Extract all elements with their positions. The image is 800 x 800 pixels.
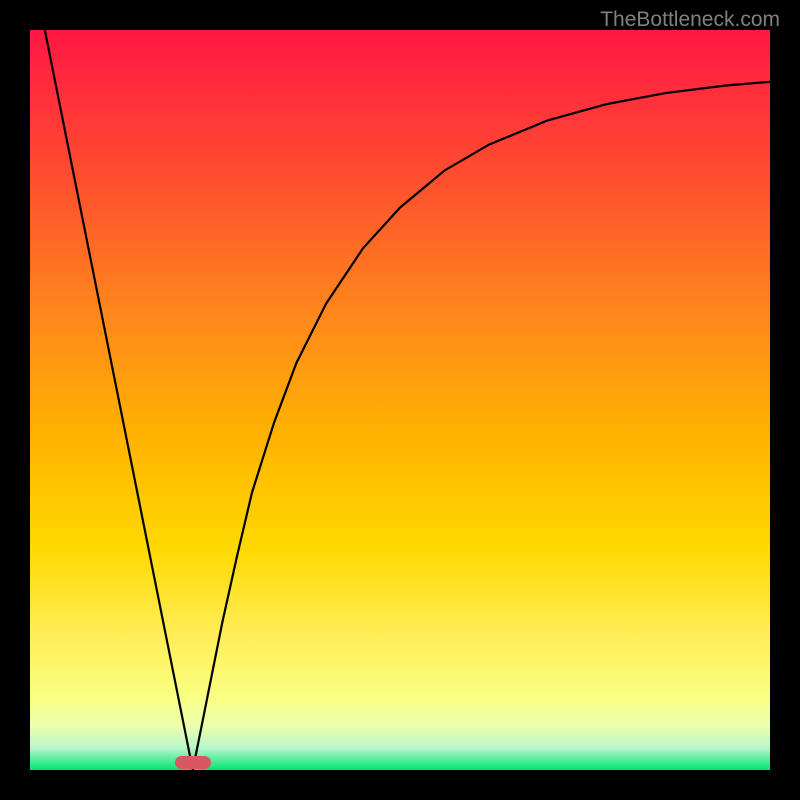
plot-area [30,30,770,770]
optimal-marker [175,756,211,769]
watermark-text: TheBottleneck.com [600,8,780,32]
bottleneck-curve [30,30,770,770]
